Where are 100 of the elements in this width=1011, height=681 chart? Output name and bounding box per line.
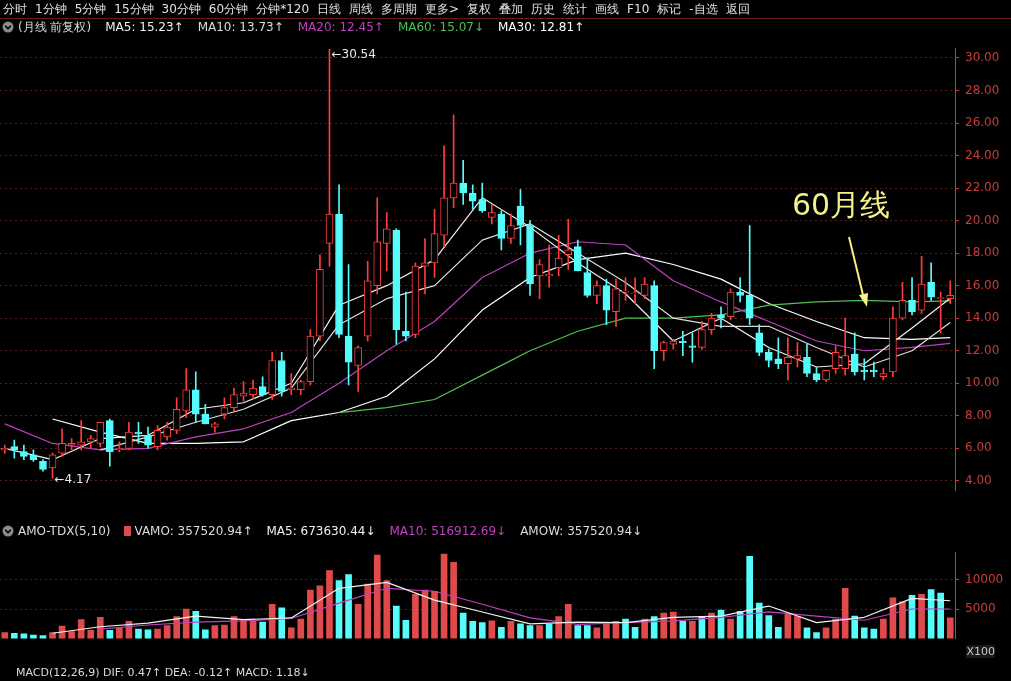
bar	[555, 616, 563, 639]
bar	[870, 628, 878, 639]
bar	[727, 618, 734, 639]
text: 画线	[595, 0, 620, 18]
text: 5分钟	[74, 0, 107, 18]
candlestick	[459, 160, 468, 205]
bar	[221, 624, 228, 639]
candlestick	[841, 317, 850, 376]
bar	[297, 618, 305, 639]
bar	[68, 631, 75, 639]
bar	[87, 629, 95, 639]
bar	[412, 593, 419, 639]
bar	[431, 590, 438, 639]
text: 周线	[349, 0, 374, 18]
candlestick	[736, 277, 744, 303]
bar	[488, 620, 496, 639]
bar	[116, 627, 123, 639]
y-tick-label: 5000	[965, 601, 996, 616]
candlestick	[745, 225, 754, 326]
bar	[755, 602, 763, 639]
candlestick	[631, 277, 639, 304]
text: MA5: 15.23↑	[105, 20, 184, 34]
y-tick-label: 18.00	[965, 245, 1000, 260]
bar	[1, 632, 9, 639]
bar	[574, 625, 582, 639]
bar	[259, 621, 266, 639]
text: MA10: 516912.69↓	[389, 524, 507, 538]
text: MA5: 673630.44↓	[266, 524, 376, 538]
candlestick	[774, 337, 783, 369]
bar	[765, 615, 773, 639]
bar	[135, 628, 142, 639]
chart-title: AMO-TDX(5,10)	[18, 524, 111, 538]
bar	[345, 574, 352, 639]
bar	[106, 629, 114, 639]
bar	[77, 619, 85, 639]
bar	[278, 607, 286, 639]
bar	[880, 618, 887, 639]
text: F10	[627, 2, 650, 16]
text: 分时	[3, 0, 27, 18]
text: 历史	[531, 0, 556, 18]
text: 60分钟	[208, 0, 249, 18]
bar	[154, 628, 161, 639]
bar	[746, 556, 754, 639]
bar	[794, 616, 801, 639]
annotation: 60月线	[792, 186, 891, 224]
bar	[202, 629, 209, 639]
candlestick	[402, 291, 410, 342]
annotation: ←4.17	[54, 472, 92, 487]
bar	[689, 621, 696, 639]
candlestick	[679, 330, 687, 356]
bar	[182, 608, 190, 639]
bar	[660, 612, 668, 639]
candlestick	[564, 218, 573, 270]
bar	[650, 616, 658, 639]
bar	[679, 621, 687, 639]
bar	[708, 612, 715, 639]
y-tick-label: 28.00	[965, 82, 1000, 97]
bar	[775, 627, 782, 639]
y-tick-label: 30.00	[965, 50, 1000, 65]
bar	[564, 603, 572, 639]
bar	[669, 611, 677, 639]
bar	[469, 621, 477, 639]
text: 叠加	[499, 0, 524, 18]
y-tick-label: 14.00	[965, 310, 1000, 325]
bar	[11, 632, 18, 639]
text: AMOW: 357520.94↓	[520, 524, 643, 538]
text: 日线	[317, 0, 342, 18]
text: 15分钟	[114, 0, 154, 18]
bar	[899, 601, 906, 639]
annotation: ←30.54	[331, 47, 376, 62]
bar	[393, 605, 400, 639]
bar	[603, 623, 610, 639]
y-axis-title: X100	[966, 645, 995, 658]
bar	[459, 612, 467, 639]
y-tick-label: 10000	[965, 571, 1004, 586]
candlestick	[77, 420, 86, 451]
bar	[860, 627, 868, 639]
bar	[584, 625, 591, 639]
bar	[383, 580, 391, 639]
text: 标记	[657, 0, 682, 18]
bar	[268, 603, 276, 639]
text: 1分钟	[35, 0, 67, 18]
bar	[517, 623, 524, 639]
y-tick-label: 26.00	[965, 115, 1000, 130]
bar	[450, 561, 457, 639]
bar	[478, 622, 486, 639]
candlestick	[784, 337, 792, 381]
chart-title: (月线 前复权)	[18, 18, 92, 36]
text: 复权	[467, 0, 492, 18]
text: 更多>	[425, 0, 460, 18]
y-tick-label: 8.00	[965, 407, 992, 422]
bar	[937, 592, 945, 639]
bar	[364, 583, 372, 639]
bar	[918, 593, 925, 639]
candlestick	[936, 291, 945, 334]
bar	[946, 617, 954, 639]
bar	[307, 589, 314, 639]
text: MA30: 12.81↑	[497, 20, 585, 34]
text: 30分钟	[161, 0, 201, 18]
text: MA10: 13.73↑	[197, 20, 284, 34]
